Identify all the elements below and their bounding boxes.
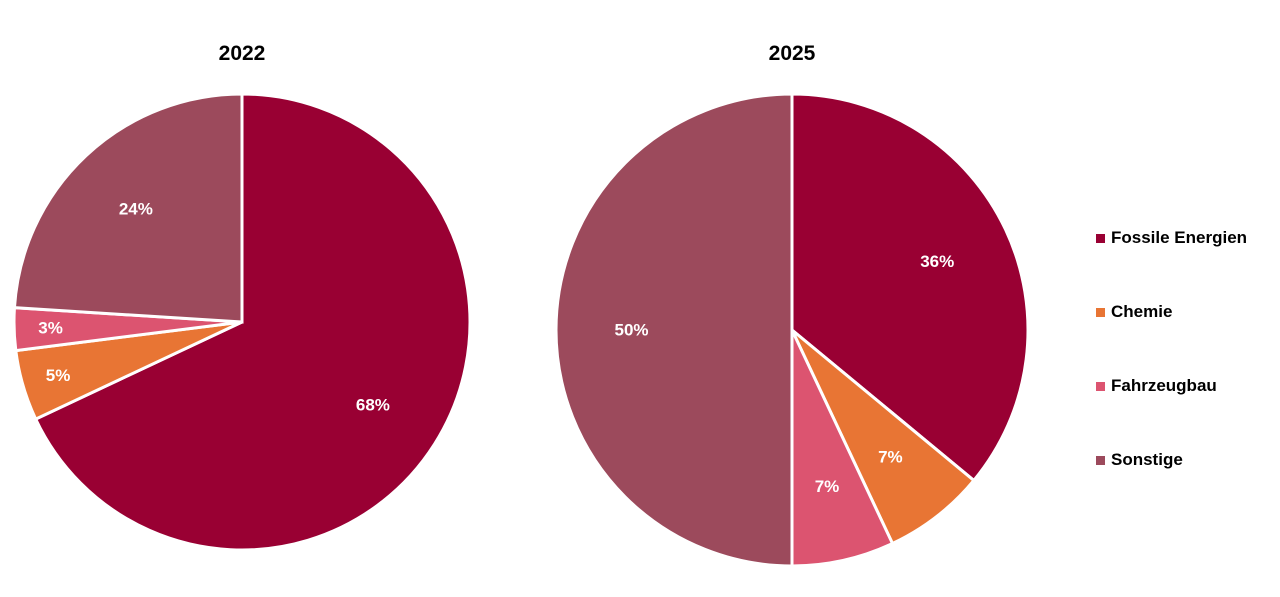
pie-title-2022: 2022 — [218, 42, 266, 65]
data-label-2025-chemie: 7% — [878, 447, 903, 466]
legend-item-fahrzeugbau: Fahrzeugbau — [1096, 376, 1247, 396]
pie-title-2025: 2025 — [768, 42, 816, 65]
data-label-2022-fahrzeugbau: 3% — [38, 319, 63, 338]
data-label-2025-fossile-energien: 36% — [920, 252, 954, 271]
data-label-2025-fahrzeugbau: 7% — [815, 477, 840, 496]
pie-slice-2025-sonstige — [554, 92, 794, 568]
data-label-2022-chemie: 5% — [46, 366, 71, 385]
pie-slice-2022-sonstige — [12, 92, 244, 324]
legend-item-chemie: Chemie — [1096, 302, 1247, 322]
legend-label: Fossile Energien — [1111, 228, 1248, 247]
data-label-2022-sonstige: 24% — [119, 199, 153, 218]
legend-swatch — [1096, 233, 1105, 243]
data-label-2025-sonstige: 50% — [615, 321, 649, 340]
legend-item-fossile-energien: Fossile Energien — [1096, 228, 1247, 248]
legend-item-sonstige: Sonstige — [1096, 450, 1247, 470]
data-label-2022-fossile-energien: 68% — [356, 396, 390, 415]
pie-slice-2025-fahrzeugbau — [790, 329, 895, 568]
legend-label: Fahrzeugbau — [1111, 376, 1217, 395]
pie-slice-2022-fossile-energien — [33, 92, 472, 552]
legend-swatch — [1096, 381, 1105, 391]
legend-label: Sonstige — [1111, 450, 1183, 469]
pie-slice-2025-fossile-energien — [790, 92, 1030, 483]
legend: Fossile Energien Chemie Fahrzeugbau Sons… — [1096, 228, 1247, 524]
legend-swatch — [1096, 307, 1105, 317]
legend-label: Chemie — [1111, 302, 1173, 321]
pie-slice-2025-chemie — [790, 328, 976, 546]
legend-swatch — [1096, 455, 1105, 465]
